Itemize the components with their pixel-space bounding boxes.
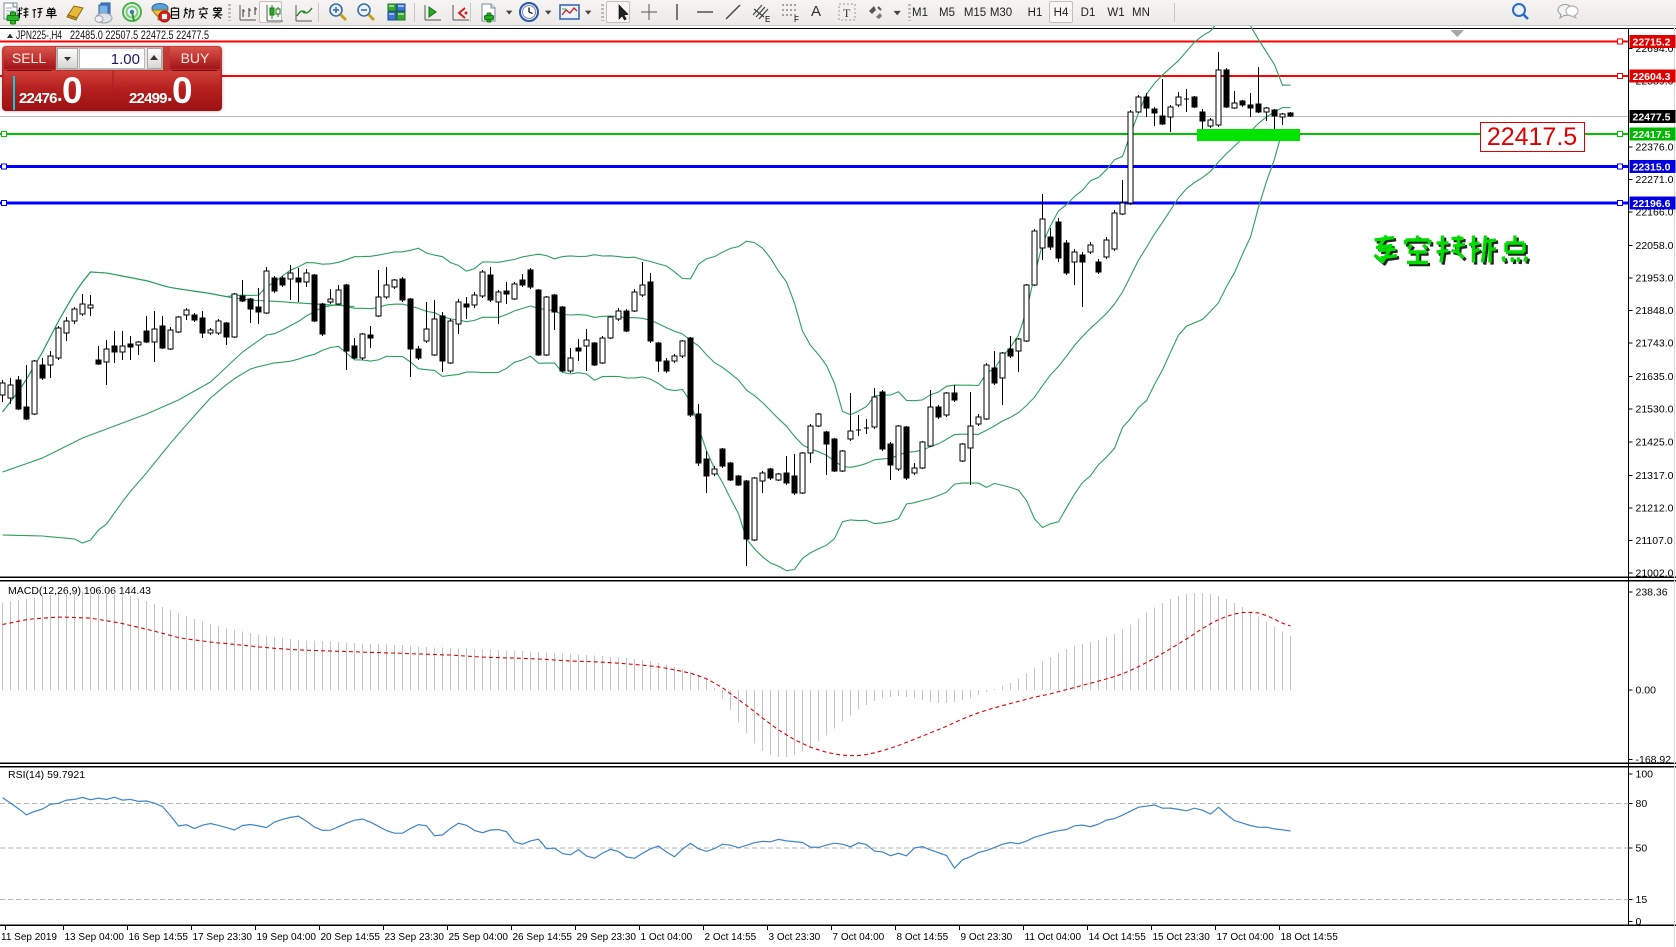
svg-text:MACD(12,26,9) 106.06 144.43: MACD(12,26,9) 106.06 144.43 — [8, 585, 151, 597]
svg-text:17 Oct 04:00: 17 Oct 04:00 — [1217, 932, 1275, 943]
svg-text:-168.92: -168.92 — [1636, 754, 1672, 766]
svg-text:21107.0: 21107.0 — [1636, 535, 1673, 547]
svg-text:50: 50 — [1636, 842, 1648, 854]
svg-text:22417.5: 22417.5 — [1487, 123, 1577, 151]
svg-text:21635.0: 21635.0 — [1636, 371, 1674, 383]
svg-text:29 Sep 23:30: 29 Sep 23:30 — [577, 932, 637, 943]
svg-text:26 Sep 14:55: 26 Sep 14:55 — [513, 932, 573, 943]
svg-text:15 Oct 23:30: 15 Oct 23:30 — [1153, 932, 1211, 943]
svg-text:11 Sep 2019: 11 Sep 2019 — [1, 932, 57, 943]
svg-text:22477.5: 22477.5 — [1633, 111, 1671, 123]
svg-text:22058.0: 22058.0 — [1636, 240, 1674, 252]
svg-text:11 Oct 04:00: 11 Oct 04:00 — [1025, 932, 1082, 943]
svg-text:21848.0: 21848.0 — [1636, 305, 1674, 317]
svg-text:22485.0 22507.5 22472.5 22477.: 22485.0 22507.5 22472.5 22477.5 — [70, 28, 209, 42]
svg-text:100: 100 — [1636, 769, 1654, 781]
svg-text:20 Sep 14:55: 20 Sep 14:55 — [321, 932, 381, 943]
svg-text:23 Sep 23:30: 23 Sep 23:30 — [385, 932, 445, 943]
svg-text:21743.0: 21743.0 — [1636, 338, 1674, 350]
svg-text:15: 15 — [1636, 894, 1648, 906]
svg-text:22376.0: 22376.0 — [1636, 141, 1674, 153]
svg-text:238.36: 238.36 — [1636, 587, 1668, 599]
svg-text:13 Sep 04:00: 13 Sep 04:00 — [65, 932, 125, 943]
svg-text:21953.0: 21953.0 — [1636, 273, 1674, 285]
svg-text:8 Oct 14:55: 8 Oct 14:55 — [897, 932, 949, 943]
svg-text:RSI(14) 59.7921: RSI(14) 59.7921 — [8, 769, 85, 781]
svg-text:17 Sep 23:30: 17 Sep 23:30 — [193, 932, 253, 943]
svg-text:E: E — [765, 15, 770, 24]
svg-text:21002.0: 21002.0 — [1636, 567, 1674, 579]
svg-text:7 Oct 04:00: 7 Oct 04:00 — [833, 932, 885, 943]
svg-text:2 Oct 14:55: 2 Oct 14:55 — [705, 932, 757, 943]
svg-text:0: 0 — [1636, 916, 1642, 928]
svg-text:JPN225-,H4: JPN225-,H4 — [16, 28, 62, 42]
svg-text:21317.0: 21317.0 — [1636, 470, 1674, 482]
svg-text:F: F — [794, 15, 799, 24]
svg-text:22417.5: 22417.5 — [1633, 129, 1671, 141]
svg-text:22196.6: 22196.6 — [1633, 198, 1671, 210]
svg-text:22315.0: 22315.0 — [1633, 161, 1671, 173]
svg-text:T: T — [843, 6, 851, 20]
svg-text:18 Oct 14:55: 18 Oct 14:55 — [1281, 932, 1339, 943]
svg-text:16 Sep 14:55: 16 Sep 14:55 — [129, 932, 189, 943]
svg-text:3 Oct 23:30: 3 Oct 23:30 — [769, 932, 821, 943]
svg-text:0.00: 0.00 — [1636, 685, 1657, 697]
svg-text:21530.0: 21530.0 — [1636, 404, 1674, 416]
svg-text:9 Oct 23:30: 9 Oct 23:30 — [961, 932, 1013, 943]
svg-text:21425.0: 21425.0 — [1636, 436, 1674, 448]
svg-text:80: 80 — [1636, 798, 1648, 810]
svg-text:22271.0: 22271.0 — [1636, 174, 1674, 186]
svg-text:22604.3: 22604.3 — [1633, 71, 1671, 83]
svg-text:14 Oct 14:55: 14 Oct 14:55 — [1089, 932, 1147, 943]
svg-text:25 Sep 04:00: 25 Sep 04:00 — [449, 932, 509, 943]
svg-text:22715.2: 22715.2 — [1633, 36, 1671, 48]
svg-text:19 Sep 04:00: 19 Sep 04:00 — [257, 932, 317, 943]
svg-text:21212.0: 21212.0 — [1636, 502, 1674, 514]
svg-text:1 Oct 04:00: 1 Oct 04:00 — [641, 932, 693, 943]
